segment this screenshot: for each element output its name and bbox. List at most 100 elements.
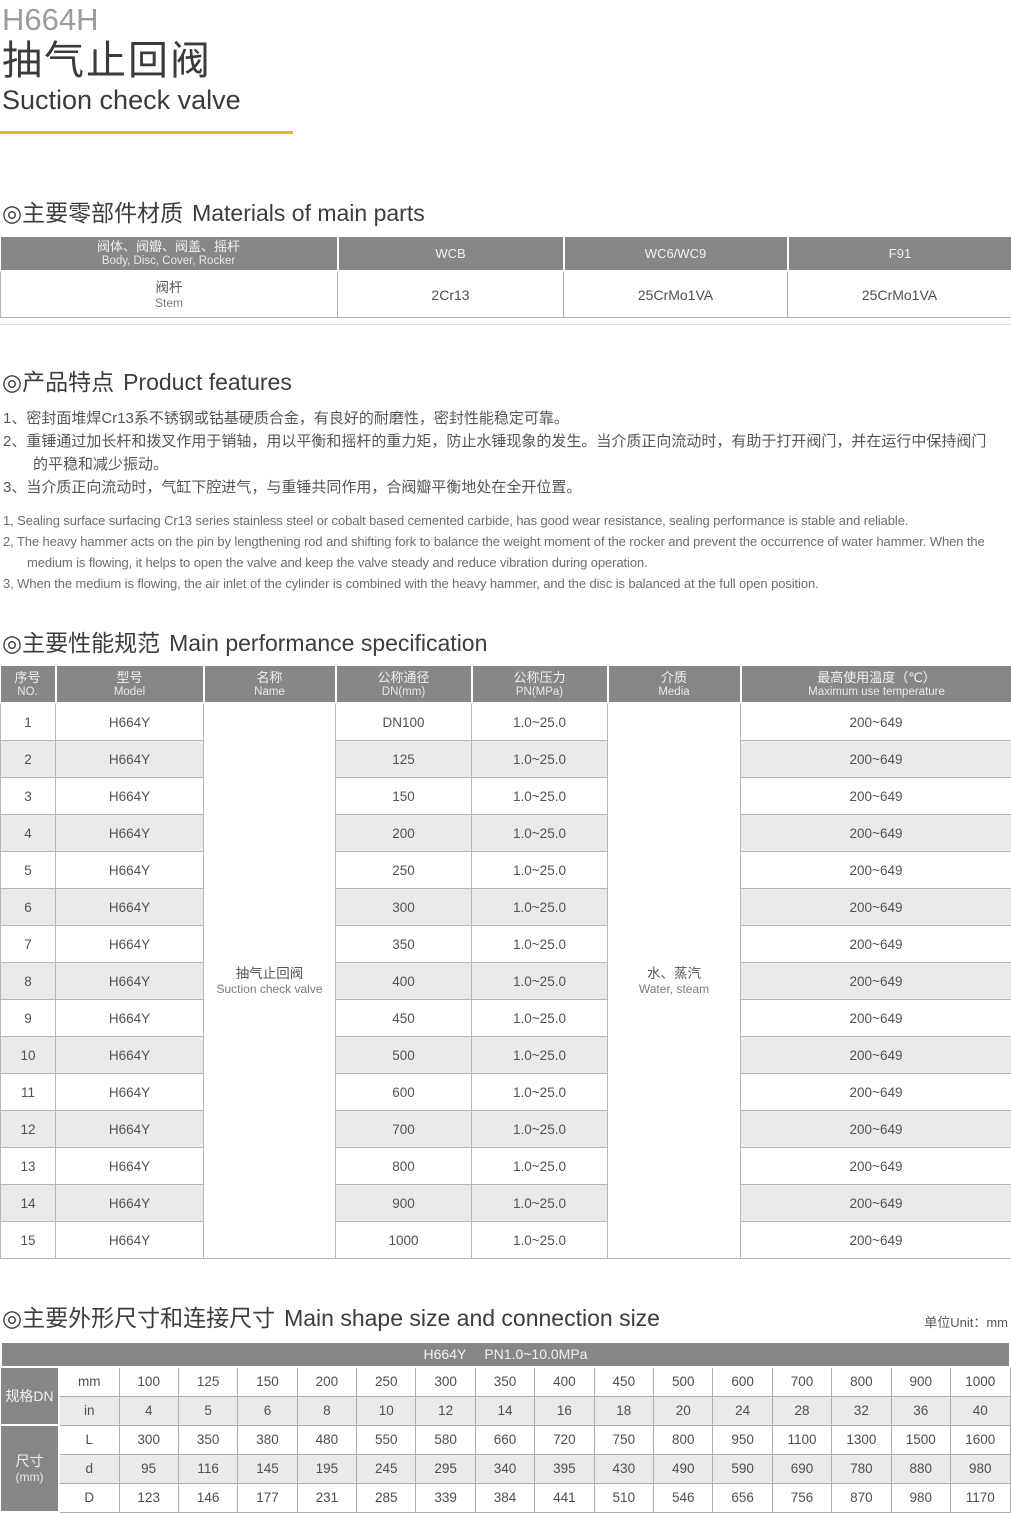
perf-temp-cell: 200~649 — [741, 1037, 1011, 1074]
dims-cell: 100 — [119, 1367, 178, 1397]
dims-cell: 900 — [891, 1367, 950, 1397]
dims-cell: 340 — [475, 1454, 534, 1483]
materials-header-parts-cn: 阀体、阀瓣、阀盖、摇杆 — [1, 239, 337, 254]
perf-dn-cell: DN100 — [336, 703, 472, 741]
page-title-cn: 抽气止回阀 — [2, 40, 1011, 83]
perf-dn-cell: 450 — [336, 1000, 472, 1037]
dims-cell: 295 — [416, 1454, 475, 1483]
dims-row-label: D — [59, 1483, 119, 1512]
features-en-list: 1, Sealing surface surfacing Cr13 series… — [0, 510, 1011, 594]
feature-cn-line: 3、当介质正向流动时，气缸下腔进气，与重锤共同作用，合阀瓣平衡地处在全开位置。 — [3, 476, 1011, 499]
materials-title-en: Materials of main parts — [192, 200, 425, 226]
dims-bar-model: H664Y — [424, 1346, 467, 1362]
dims-cell: 231 — [297, 1483, 356, 1512]
perf-temp-cell: 200~649 — [741, 852, 1011, 889]
dims-row-label: d — [59, 1454, 119, 1483]
perf-dn-cell: 200 — [336, 815, 472, 852]
feature-en-line: medium is flowing, it helps to open the … — [3, 552, 1011, 573]
perf-model-cell: H664Y — [56, 963, 204, 1000]
perf-pn-cell: 1.0~25.0 — [472, 1000, 608, 1037]
perf-temp-cell: 200~649 — [741, 926, 1011, 963]
dims-cell: 195 — [297, 1454, 356, 1483]
perf-model-cell: H664Y — [56, 889, 204, 926]
perf-dn-cell: 300 — [336, 889, 472, 926]
perf-header-temp: 最高使用温度（℃）Maximum use temperature — [741, 666, 1011, 703]
perf-row: 2 H664Y 125 1.0~25.0 200~649 — [1, 741, 1011, 778]
dims-row-d: d 95 116 145 195 245 295 340 395 430 490… — [1, 1454, 1010, 1483]
perf-pn-cell: 1.0~25.0 — [472, 1185, 608, 1222]
features-title-en: Product features — [123, 369, 292, 395]
perf-dn-cell: 900 — [336, 1185, 472, 1222]
dims-cell: 580 — [416, 1425, 475, 1454]
dims-cell: 150 — [238, 1367, 297, 1397]
perf-model-cell: H664Y — [56, 741, 204, 778]
perf-model-cell: H664Y — [56, 778, 204, 815]
dims-cell: 40 — [950, 1396, 1010, 1425]
perf-no-cell: 10 — [1, 1037, 56, 1074]
perf-no-cell: 13 — [1, 1148, 56, 1185]
perf-model-cell: H664Y — [56, 1000, 204, 1037]
perf-pn-cell: 1.0~25.0 — [472, 703, 608, 741]
dims-cell: 1100 — [772, 1425, 831, 1454]
dims-cell: 1300 — [832, 1425, 891, 1454]
materials-stem-cell: 阀杆 Stem — [1, 271, 338, 318]
dims-cell: 400 — [535, 1367, 594, 1397]
dims-cell: 1000 — [950, 1367, 1010, 1397]
dims-cell: 125 — [178, 1367, 237, 1397]
perf-model-cell: H664Y — [56, 1222, 204, 1259]
dims-cell: 441 — [535, 1483, 594, 1512]
perf-row: 3 H664Y 150 1.0~25.0 200~649 — [1, 778, 1011, 815]
perf-row: 13 H664Y 800 1.0~25.0 200~649 — [1, 1148, 1011, 1185]
dims-cell: 12 — [416, 1396, 475, 1425]
perf-temp-cell: 200~649 — [741, 1000, 1011, 1037]
perf-model-cell: H664Y — [56, 1185, 204, 1222]
perf-row: 7 H664Y 350 1.0~25.0 200~649 — [1, 926, 1011, 963]
dims-cell: 6 — [238, 1396, 297, 1425]
perf-no-cell: 11 — [1, 1074, 56, 1111]
perf-no-cell: 12 — [1, 1111, 56, 1148]
stem-cn: 阀杆 — [1, 280, 337, 296]
dims-cell: 450 — [594, 1367, 653, 1397]
dims-cell: 384 — [475, 1483, 534, 1512]
materials-value-cell: 25CrMo1VA — [564, 271, 788, 318]
perf-pn-cell: 1.0~25.0 — [472, 963, 608, 1000]
perf-pn-cell: 1.0~25.0 — [472, 1148, 608, 1185]
perf-name-merged-cell: 抽气止回阀 Suction check valve — [204, 703, 336, 1259]
perf-no-cell: 15 — [1, 1222, 56, 1259]
perf-model-cell: H664Y — [56, 1074, 204, 1111]
perf-row: 11 H664Y 600 1.0~25.0 200~649 — [1, 1074, 1011, 1111]
dims-cell: 700 — [772, 1367, 831, 1397]
perf-model-cell: H664Y — [56, 1111, 204, 1148]
dims-bar-pn: PN1.0~10.0MPa — [484, 1346, 587, 1362]
perf-pn-cell: 1.0~25.0 — [472, 852, 608, 889]
perf-model-cell: H664Y — [56, 1037, 204, 1074]
perf-no-cell: 7 — [1, 926, 56, 963]
perf-temp-cell: 200~649 — [741, 703, 1011, 741]
feature-en-line: 1, Sealing surface surfacing Cr13 series… — [3, 510, 1011, 531]
dims-cell: 28 — [772, 1396, 831, 1425]
perf-model-cell: H664Y — [56, 926, 204, 963]
dims-cell: 660 — [475, 1425, 534, 1454]
perf-model-cell: H664Y — [56, 815, 204, 852]
dims-cell: 123 — [119, 1483, 178, 1512]
materials-header-row: 阀体、阀瓣、阀盖、摇杆 Body, Disc, Cover, Rocker WC… — [1, 237, 1011, 271]
perf-row: 4 H664Y 200 1.0~25.0 200~649 — [1, 815, 1011, 852]
dims-cell: 980 — [950, 1454, 1010, 1483]
dims-cell: 395 — [535, 1454, 594, 1483]
feature-en-line: 2, The heavy hammer acts on the pin by l… — [3, 531, 1011, 552]
dims-cell: 300 — [416, 1367, 475, 1397]
dims-group-dn-label: 规格DN — [1, 1367, 59, 1426]
unit-label: 单位Unit：mm — [924, 1312, 1008, 1333]
dims-row-in: in 4 5 6 8 10 12 14 16 18 20 24 28 32 36… — [1, 1396, 1010, 1425]
perf-no-cell: 5 — [1, 852, 56, 889]
dims-cell: 1170 — [950, 1483, 1010, 1512]
performance-title-cn: ◎主要性能规范 — [2, 630, 160, 656]
materials-value-cell: 25CrMo1VA — [788, 271, 1011, 318]
perf-row: 6 H664Y 300 1.0~25.0 200~649 — [1, 889, 1011, 926]
